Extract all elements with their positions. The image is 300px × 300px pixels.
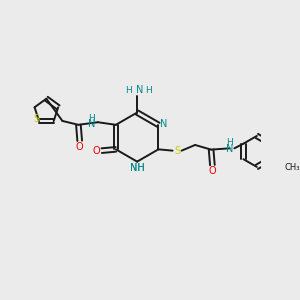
Text: N: N xyxy=(160,119,167,129)
Text: NH: NH xyxy=(130,163,145,173)
Text: O: O xyxy=(208,166,216,176)
Text: CH₃: CH₃ xyxy=(285,163,300,172)
Text: H: H xyxy=(125,85,132,94)
Text: O: O xyxy=(93,146,100,156)
Text: O: O xyxy=(76,142,83,152)
Text: N: N xyxy=(88,119,95,129)
Text: N: N xyxy=(226,144,233,154)
Text: H: H xyxy=(226,138,233,147)
Text: S: S xyxy=(34,114,40,124)
Text: N: N xyxy=(136,85,143,95)
Text: H: H xyxy=(88,114,95,123)
Text: NH: NH xyxy=(130,163,145,173)
Text: S: S xyxy=(174,146,180,156)
Text: H: H xyxy=(145,85,152,94)
